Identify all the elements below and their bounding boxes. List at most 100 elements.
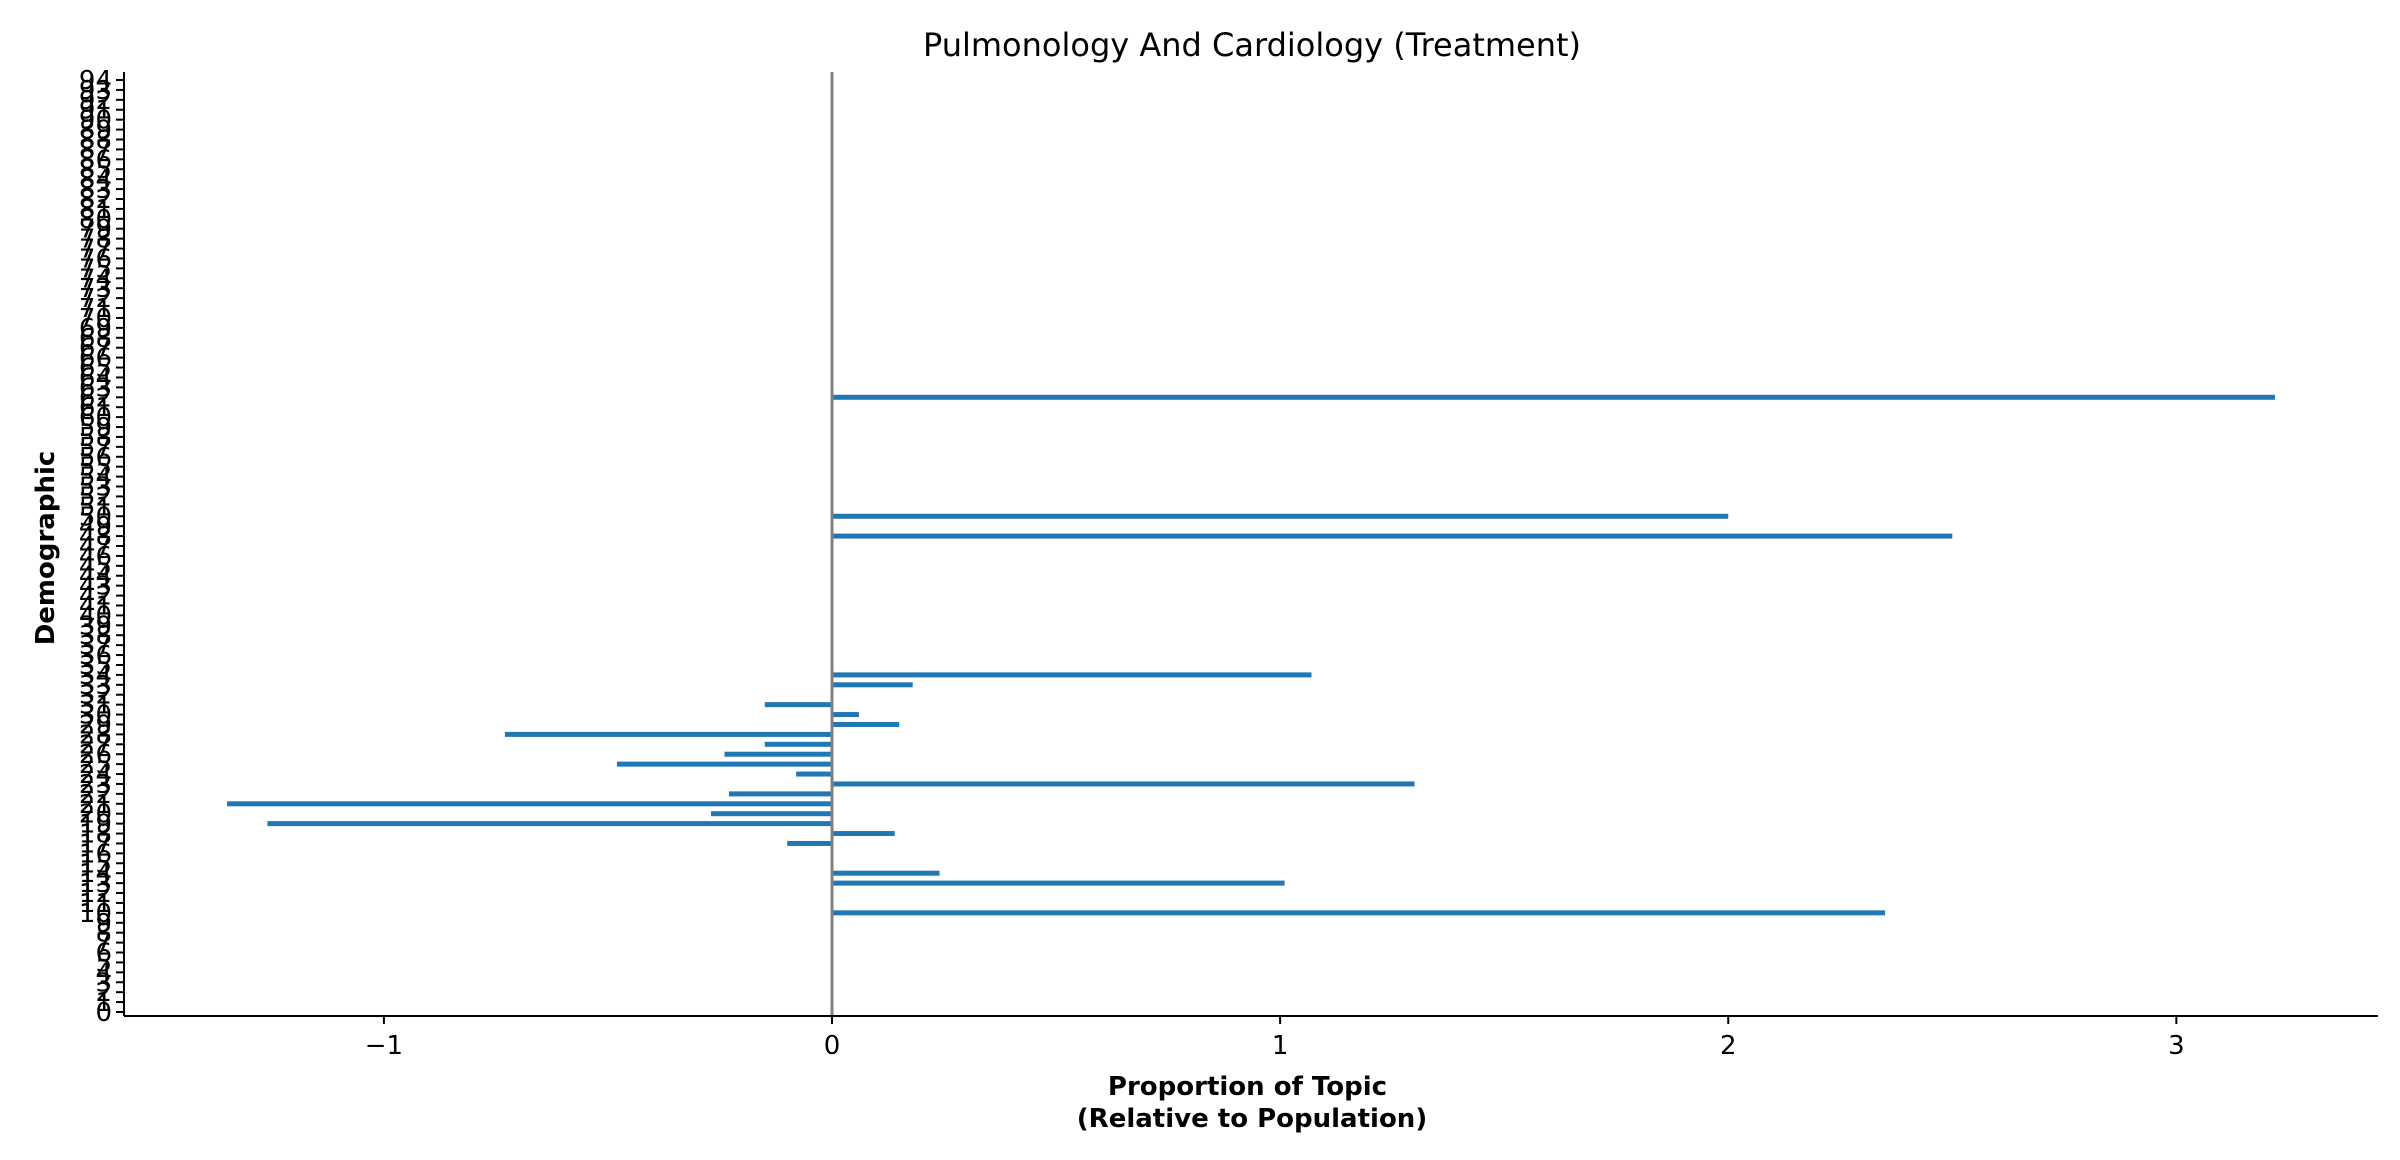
bar-20 xyxy=(711,811,833,817)
chart-title: Pulmonology And Cardiology (Treatment) xyxy=(923,26,1581,64)
y-tick-label: 6 xyxy=(95,939,112,969)
bar-22 xyxy=(728,791,833,797)
y-axis-label: Demographic xyxy=(31,451,61,646)
y-tick-label: 51 xyxy=(79,492,112,522)
y-tick-label: 5 xyxy=(95,948,112,978)
y-tick-label: 80 xyxy=(79,205,112,235)
y-tick-label: 1 xyxy=(95,988,112,1018)
y-tick-label: 31 xyxy=(79,691,112,721)
y-tick-label: 47 xyxy=(79,532,112,562)
x-tick-label: 1 xyxy=(1272,1031,1289,1061)
y-tick-label: 34 xyxy=(79,661,112,691)
y-tick-label: 32 xyxy=(79,681,112,711)
y-tick-label: 26 xyxy=(79,740,112,770)
y-tick-label: 88 xyxy=(79,125,112,155)
x-tick-label: 3 xyxy=(2168,1031,2185,1061)
y-tick-label: 56 xyxy=(79,443,112,473)
y-tick-label: 83 xyxy=(79,175,112,205)
y-tick-label: 13 xyxy=(79,869,112,899)
y-tick-label: 81 xyxy=(79,195,112,225)
y-tick-label: 19 xyxy=(79,810,112,840)
x-tick-label: 0 xyxy=(824,1031,841,1061)
x-axis-label-line1: Proportion of Topic xyxy=(1108,1072,1387,1102)
y-tick-label: 40 xyxy=(79,601,112,631)
y-tick-label: 9 xyxy=(95,909,112,939)
y-tick-label: 73 xyxy=(79,274,112,304)
y-tick-label: 57 xyxy=(79,433,112,463)
bar-28 xyxy=(504,731,833,737)
y-tick-label: 86 xyxy=(79,145,112,175)
y-tick-label: 38 xyxy=(79,621,112,651)
bar-33 xyxy=(832,682,913,688)
y-tick-label: 42 xyxy=(79,582,112,612)
x-axis: −1 0 1 2 3 xyxy=(124,1015,2378,1061)
y-tick-label: 93 xyxy=(79,76,112,106)
x-axis-label-line2: (Relative to Population) xyxy=(1077,1104,1427,1134)
y-tick-label: 78 xyxy=(79,225,112,255)
x-tick-label: 2 xyxy=(1720,1031,1737,1061)
y-tick-label: 16 xyxy=(79,839,112,869)
y-tick-label: 18 xyxy=(79,820,112,850)
y-tick-label: 3 xyxy=(95,968,112,998)
y-tick-label: 10 xyxy=(79,899,112,929)
y-tick-label: 82 xyxy=(79,185,112,215)
y-tick-label: 33 xyxy=(79,671,112,701)
y-tick-label: 62 xyxy=(79,383,112,413)
y-tick-label: 48 xyxy=(79,522,112,552)
y-tick-label: 36 xyxy=(79,641,112,671)
bar-34 xyxy=(832,672,1312,678)
y-tick-label: 53 xyxy=(79,473,112,503)
y-tick-label: 71 xyxy=(79,294,112,324)
y-tick-label: 60 xyxy=(79,403,112,433)
y-tick-label: 20 xyxy=(79,800,112,830)
y-tick-label: 50 xyxy=(79,502,112,532)
x-tick-label: −1 xyxy=(365,1031,403,1061)
y-tick-label: 76 xyxy=(79,244,112,274)
bar-19 xyxy=(267,821,833,827)
y-tick-label: 77 xyxy=(79,235,112,265)
bar-27 xyxy=(764,741,833,747)
y-tick-label: 0 xyxy=(95,998,112,1028)
y-tick-label: 70 xyxy=(79,304,112,334)
y-tick-label: 17 xyxy=(79,829,112,859)
y-tick-label: 7 xyxy=(95,929,112,959)
y-tick-label: 74 xyxy=(79,264,112,294)
y-tick-label: 24 xyxy=(79,760,112,790)
y-tick-label: 54 xyxy=(79,463,112,493)
bar-29 xyxy=(832,721,900,727)
bar-48 xyxy=(832,533,1953,539)
y-tick-label: 30 xyxy=(79,701,112,731)
y-tick-label: 27 xyxy=(79,730,112,760)
plot-area xyxy=(227,72,2275,1016)
y-tick-label: 87 xyxy=(79,135,112,165)
y-tick-label: 49 xyxy=(79,512,112,542)
y-tick-label: 84 xyxy=(79,165,112,195)
y-tick-label: 41 xyxy=(79,591,112,621)
y-tick-label: 59 xyxy=(79,413,112,443)
bar-13 xyxy=(832,880,1285,886)
y-tick-label: 39 xyxy=(79,611,112,641)
bar-24 xyxy=(796,771,833,777)
bar-30 xyxy=(832,712,859,718)
y-tick-label: 65 xyxy=(79,354,112,384)
bar-10 xyxy=(832,910,1886,916)
y-tick-label: 8 xyxy=(95,919,112,949)
y-tick-label: 29 xyxy=(79,710,112,740)
y-tick-label: 66 xyxy=(79,344,112,374)
y-tick-label: 90 xyxy=(79,106,112,136)
y-tick-label: 21 xyxy=(79,790,112,820)
y-tick-label: 67 xyxy=(79,334,112,364)
x-axis-label: Proportion of Topic (Relative to Populat… xyxy=(1077,1072,1427,1134)
y-tick-label: 91 xyxy=(79,96,112,126)
y-tick-label: 68 xyxy=(79,324,112,354)
y-tick-label: 44 xyxy=(79,562,112,592)
y-tick-label: 52 xyxy=(79,482,112,512)
y-tick-label: 92 xyxy=(79,86,112,116)
y-tick-label: 89 xyxy=(79,116,112,146)
y-tick-label: 23 xyxy=(79,770,112,800)
y-axis: 0123456789101112131415161718192021222324… xyxy=(79,66,125,1028)
bar-17 xyxy=(787,840,833,846)
y-tick-label: 69 xyxy=(79,314,112,344)
bar-62 xyxy=(832,394,2275,400)
